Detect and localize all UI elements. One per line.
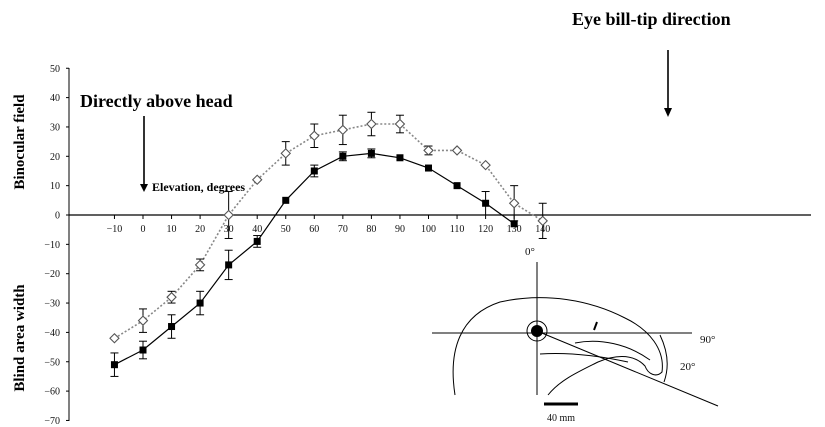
data-point-square [110,361,118,369]
x-tick-label: 10 [167,224,177,235]
data-point-diamond [423,145,434,156]
inset-eye-outer [526,320,548,342]
data-point-diamond [480,159,491,171]
data-point-diamond [223,209,234,221]
x-tick-label: 60 [309,224,319,235]
series-layer [109,111,548,377]
data-point-square [253,237,261,245]
inset-label-20-deg: 20° [680,361,695,373]
x-tick-label: 120 [478,224,493,235]
annotation-elevation: Elevation, degrees [152,180,245,194]
y-tick-label: −20 [44,269,60,280]
inset-beak-line [574,340,651,361]
data-point-square [282,196,290,204]
x-tick-label: 50 [281,224,291,235]
data-point-square [482,199,490,207]
y-tick-label: 40 [50,93,60,104]
y-tick-label: −60 [44,387,60,398]
x-tick-label: 110 [450,224,465,235]
data-point-diamond [366,118,377,130]
data-point-square [310,167,318,175]
annotation-above-head: Directly above head [80,91,233,111]
head-schematic-inset: 0° 90° 20° 40 mm [432,246,719,424]
x-tick-label: 70 [338,224,348,235]
series-filled-square [110,148,518,377]
data-point-diamond [537,215,548,227]
data-point-square [510,220,518,228]
data-point-square [339,152,347,160]
y-axis-label-blind: Blind area width [12,284,28,392]
x-tick-label: 80 [366,224,376,235]
data-point-diamond [394,118,406,130]
data-point-diamond [194,259,206,271]
data-point-square [139,346,147,354]
inset-label-90-deg: 90° [700,334,715,346]
y-tick-label: 30 [50,122,60,133]
x-tick-label: 20 [195,224,205,235]
data-point-diamond [280,148,292,159]
y-tick-label: −50 [44,357,60,368]
axes [68,68,811,421]
data-point-diamond [309,130,320,142]
x-tick-label: −10 [107,224,123,235]
inset-bill-direction-line [536,330,719,407]
data-point-square [367,149,375,157]
annotation-bill-tip-arrowhead [664,108,672,117]
data-point-square [425,164,432,172]
y-tick-label: −70 [44,416,60,427]
x-tick-labels: −10 0 10 20 30 40 50 60 70 80 90 100 110 120 130 140 [107,215,550,235]
data-point-square [168,323,176,331]
data-point-square [453,182,461,190]
y-tick-label: 50 [50,64,60,75]
annotation-bill-tip: Eye bill-tip direction [572,9,731,29]
x-tick-label: 0 [141,224,146,235]
y-tick-label: −40 [44,328,60,339]
y-tick-labels: 50 40 30 20 10 0 −10 −20 −30 −40 −50 −60 −70 [44,64,69,427]
y-tick-label: −30 [44,299,60,310]
inset-angle-arc [659,334,668,383]
x-tick-label: 100 [421,224,436,235]
y-axis-label-binocular: Binocular field [12,94,28,190]
data-point-diamond [451,145,463,156]
inset-nostril-mark [593,321,598,331]
data-point-diamond [508,197,520,209]
series-line [114,123,544,339]
annotation-above-head-arrowhead [140,184,148,192]
data-point-diamond [251,174,263,186]
inset-gape-line [539,352,629,363]
y-tick-label: 10 [50,181,60,192]
data-point-diamond [337,124,349,136]
y-tick-label: 0 [55,211,60,222]
data-point-square [225,261,233,269]
data-point-diamond [166,291,177,303]
y-tick-label: −10 [44,240,60,251]
data-point-square [196,299,204,307]
data-point-diamond [109,332,120,344]
data-point-square [396,154,404,162]
series-open-diamond [109,111,548,344]
x-tick-label: 90 [395,224,405,235]
inset-head-outline [452,297,663,396]
x-tick-label: 130 [507,224,522,235]
y-tick-label: 20 [50,152,60,163]
data-point-diamond [137,315,149,326]
x-tick-label: 40 [252,224,262,235]
inset-label-0-deg: 0° [525,246,535,258]
inset-eye-pupil [531,325,543,337]
inset-scale-label: 40 mm [547,413,575,424]
